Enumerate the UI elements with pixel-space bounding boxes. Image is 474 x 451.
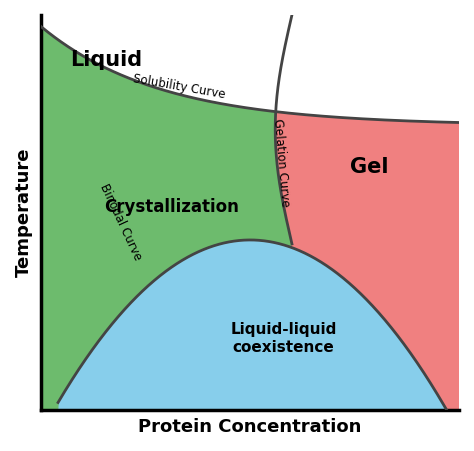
Text: Crystallization: Crystallization (104, 198, 239, 216)
Text: Liquid-liquid
coexistence: Liquid-liquid coexistence (230, 322, 337, 355)
Polygon shape (275, 112, 459, 410)
Polygon shape (41, 27, 292, 410)
X-axis label: Protein Concentration: Protein Concentration (138, 418, 362, 436)
Text: Binodal Curve: Binodal Curve (97, 182, 144, 262)
Text: Gelation Curve: Gelation Curve (271, 118, 292, 207)
Text: Liquid: Liquid (71, 51, 143, 70)
Text: Gel: Gel (350, 157, 389, 177)
Polygon shape (41, 240, 459, 410)
Text: Solubility Curve: Solubility Curve (132, 72, 226, 101)
Y-axis label: Temperature: Temperature (15, 147, 33, 277)
